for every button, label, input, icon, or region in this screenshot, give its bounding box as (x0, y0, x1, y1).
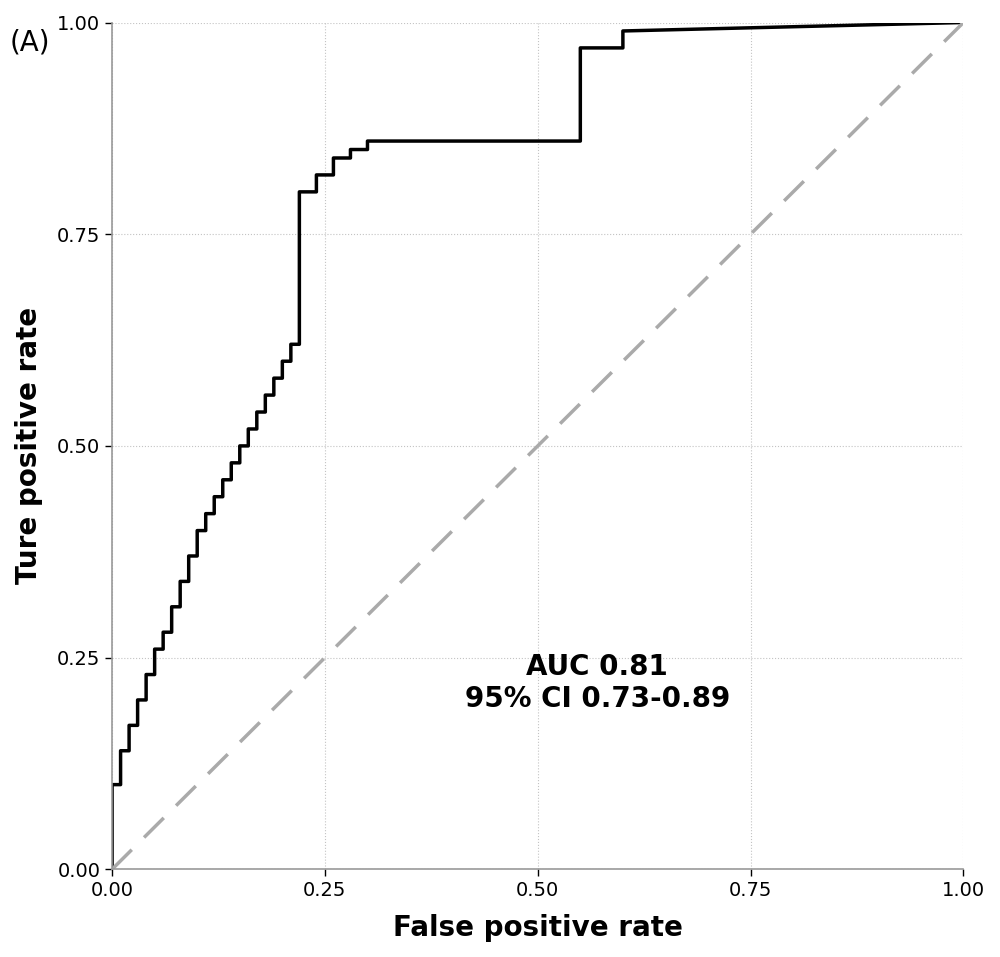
Y-axis label: Ture positive rate: Ture positive rate (15, 307, 43, 585)
Text: (A): (A) (10, 29, 50, 56)
Text: AUC 0.81
95% CI 0.73-0.89: AUC 0.81 95% CI 0.73-0.89 (465, 653, 730, 713)
X-axis label: False positive rate: False positive rate (393, 914, 683, 942)
